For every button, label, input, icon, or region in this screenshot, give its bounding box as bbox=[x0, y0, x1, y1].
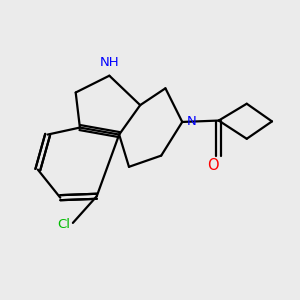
Text: Cl: Cl bbox=[57, 218, 70, 231]
Text: N: N bbox=[187, 116, 196, 128]
Text: O: O bbox=[207, 158, 219, 173]
Text: NH: NH bbox=[100, 56, 119, 69]
